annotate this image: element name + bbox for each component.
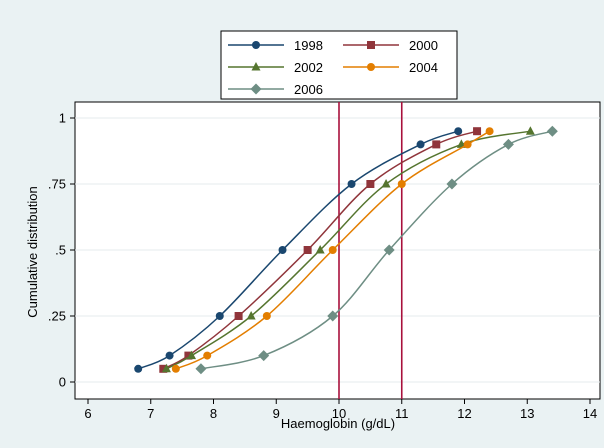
data-point-1998 [454, 127, 463, 136]
x-tick-label: 12 [457, 406, 471, 421]
data-point-1998 [134, 364, 143, 373]
legend-label: 2006 [294, 82, 323, 97]
legend-item-2004: 2004 [343, 60, 438, 75]
data-point-2006 [258, 350, 270, 362]
data-point-2000 [473, 127, 482, 136]
data-point-1998 [416, 140, 425, 149]
data-point-2000 [303, 246, 312, 254]
legend-items: 1998 2000 2002 2004 2006 [228, 38, 438, 97]
x-tick-label: 9 [273, 406, 280, 421]
data-point-2000 [366, 180, 375, 188]
legend-label: 2004 [409, 60, 438, 75]
data-point-2000 [432, 140, 441, 149]
y-tick-label: .75 [48, 177, 66, 192]
x-tick-label: 10 [332, 406, 346, 421]
legend-item-1998: 1998 [228, 38, 323, 53]
y-tick-label: .25 [48, 309, 66, 324]
data-point-2002 [187, 350, 197, 360]
data-point-2002 [456, 139, 466, 148]
y-tick-label: .5 [55, 243, 66, 258]
series-1998 [134, 127, 463, 373]
legend-marker [250, 83, 262, 95]
data-point-2000 [159, 364, 168, 373]
series-2002 [161, 126, 535, 373]
data-point-1998 [278, 246, 287, 254]
series-2004 [171, 127, 494, 373]
legend-label: 1998 [294, 38, 323, 53]
data-point-2004 [262, 312, 271, 320]
legend-marker [367, 63, 375, 71]
reference-lines [338, 102, 403, 399]
y-tick-label: 0 [59, 375, 66, 390]
data-point-2006 [383, 244, 395, 256]
legend: 1998 2000 2002 2004 2006 [220, 30, 458, 100]
legend-marker [252, 41, 260, 49]
legend-item-2002: 2002 [228, 60, 323, 75]
axes: 0 .25 .5 .75 1 6 7 8 9 10 11 12 13 14 [48, 111, 597, 422]
legend-marker [367, 41, 375, 49]
y-axis-label: Cumulative distribution [25, 186, 40, 318]
data-point-2004 [203, 351, 212, 360]
data-point-2002 [525, 126, 535, 135]
legend-label: 2002 [294, 60, 323, 75]
x-tick-label: 8 [210, 406, 217, 421]
data-point-1998 [347, 180, 356, 188]
x-axis-label: Haemoglobin (g/dL) [281, 416, 395, 431]
data-point-2004 [171, 364, 180, 373]
data-point-2004 [485, 127, 494, 136]
data-point-2004 [397, 180, 406, 188]
data-point-2006 [546, 125, 558, 137]
data-point-2004 [328, 246, 337, 254]
data-point-2004 [463, 140, 472, 149]
x-tick-label: 7 [147, 406, 154, 421]
series-2000 [159, 127, 482, 373]
data-point-2002 [315, 245, 325, 254]
data-point-2006 [502, 138, 514, 150]
legend-item-2006: 2006 [228, 82, 323, 97]
data-point-1998 [215, 312, 224, 320]
legend-label: 2000 [409, 38, 438, 53]
x-tick-label: 11 [395, 406, 409, 421]
series-group [134, 125, 558, 375]
data-point-2002 [381, 179, 391, 188]
legend-marker [251, 62, 261, 71]
data-point-2006 [446, 178, 458, 190]
data-point-2006 [327, 310, 339, 322]
data-point-1998 [165, 351, 174, 360]
data-point-2002 [161, 363, 171, 373]
data-point-2002 [246, 311, 256, 320]
x-tick-label: 14 [583, 406, 597, 421]
legend-item-2000: 2000 [343, 38, 438, 53]
data-point-2000 [184, 351, 193, 360]
data-point-2006 [195, 363, 207, 375]
y-tick-label: 1 [59, 111, 66, 126]
x-tick-label: 6 [84, 406, 91, 421]
legend-box [220, 30, 458, 100]
x-tick-label: 13 [520, 406, 534, 421]
series-2006 [195, 125, 558, 375]
data-point-2000 [234, 312, 243, 320]
